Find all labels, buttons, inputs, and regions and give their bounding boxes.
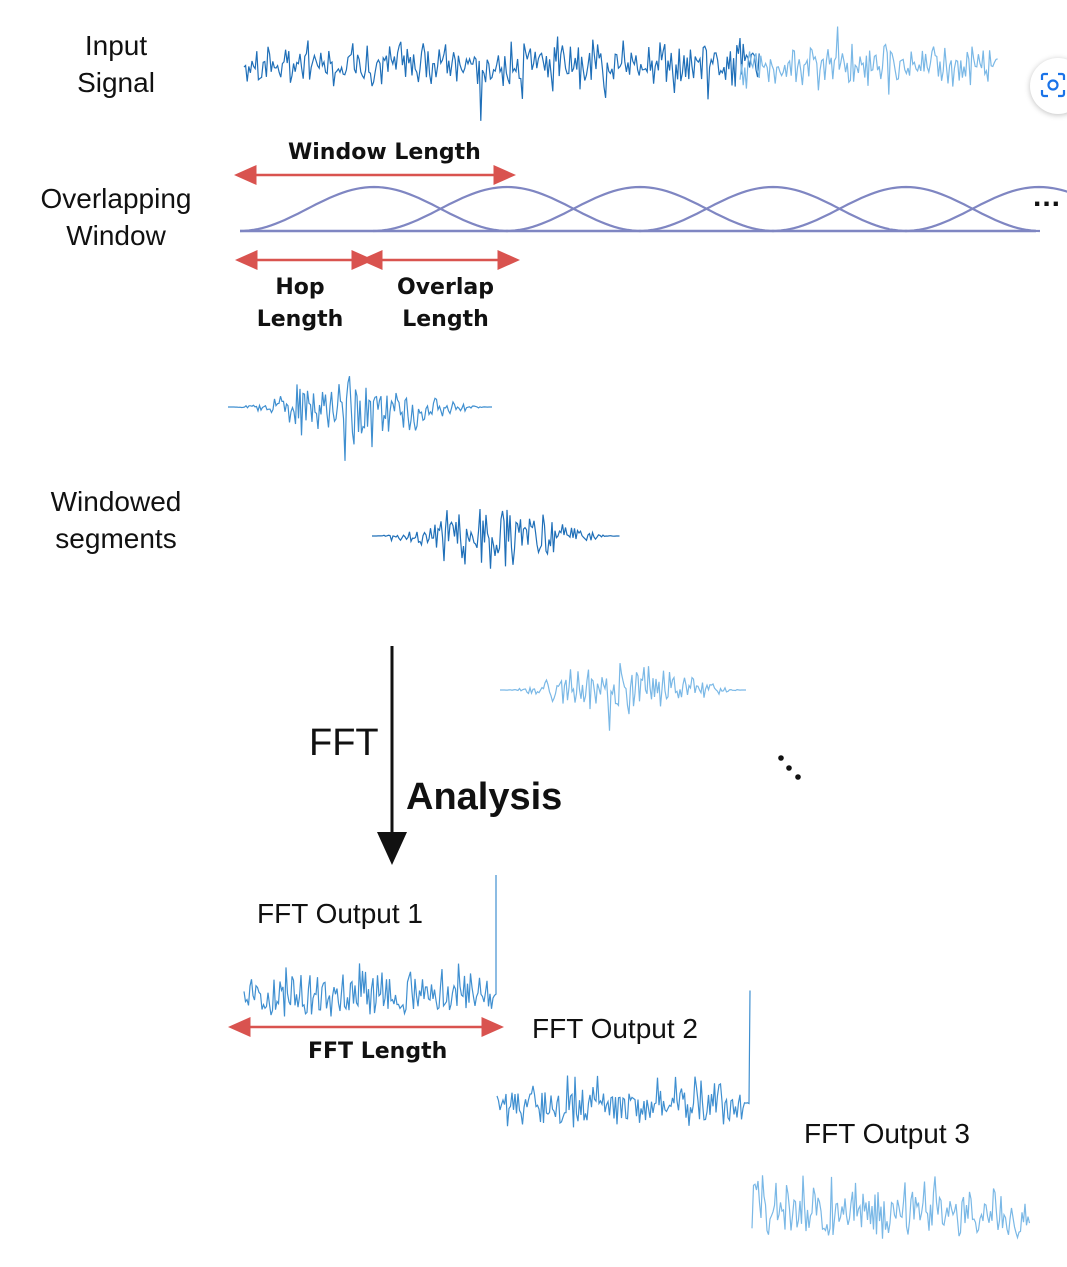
fft-label: FFT <box>309 722 379 764</box>
overlapping-windows <box>239 185 1067 233</box>
window-length-label: Window Length <box>288 140 481 165</box>
fft-length-label: FFT Length <box>308 1039 448 1064</box>
windowed-segments-label: Windowed segments <box>16 483 216 557</box>
overlap-length-label: Overlap Length <box>388 272 503 336</box>
window-curve <box>638 185 908 233</box>
segments-continuation-dots <box>778 755 801 780</box>
window-curve <box>904 185 1067 233</box>
overlap-length-label-line-1: Overlap <box>397 275 494 300</box>
windowed-segments-label-line-1: Windowed <box>50 486 182 517</box>
input-signal-label: Input Signal <box>16 27 216 101</box>
windowed-segment-1 <box>228 375 492 461</box>
fft-output-1-label: FFT Output 1 <box>257 898 423 929</box>
fft-output-1-spectrum <box>243 875 497 1017</box>
input-signal-label-line-1: Input <box>84 30 148 61</box>
input-signal-waveform <box>243 26 998 121</box>
windows-continuation-ellipsis: ... <box>1033 180 1062 213</box>
window-curve <box>239 185 509 233</box>
hop-length-label-line-1: Hop <box>275 275 325 300</box>
overlapping-window-label-line-2: Window <box>66 220 166 251</box>
hop-length-label: Hop Length <box>250 272 350 336</box>
fft-output-3-spectrum <box>751 1175 1031 1240</box>
overlapping-window-label-line-1: Overlapping <box>40 183 192 214</box>
window-curve <box>771 185 1041 233</box>
window-curve <box>505 185 775 233</box>
windowed-segment-3 <box>500 663 746 731</box>
google-lens-icon <box>1040 72 1066 98</box>
fft-output-2-spectrum <box>496 990 751 1128</box>
fft-output-3-label: FFT Output 3 <box>804 1118 970 1149</box>
overlap-length-label-line-2: Length <box>402 307 489 332</box>
visual-search-button[interactable] <box>1030 58 1067 114</box>
windowed-segments-label-line-2: segments <box>55 523 177 554</box>
window-curve <box>372 185 642 233</box>
overlapping-window-label: Overlapping Window <box>16 180 216 254</box>
input-signal-label-line-2: Signal <box>77 67 155 98</box>
fft-output-2-label: FFT Output 2 <box>532 1013 698 1044</box>
hop-length-label-line-2: Length <box>256 307 344 332</box>
windowed-segment-2 <box>372 508 620 569</box>
analysis-label: Analysis <box>406 776 563 818</box>
